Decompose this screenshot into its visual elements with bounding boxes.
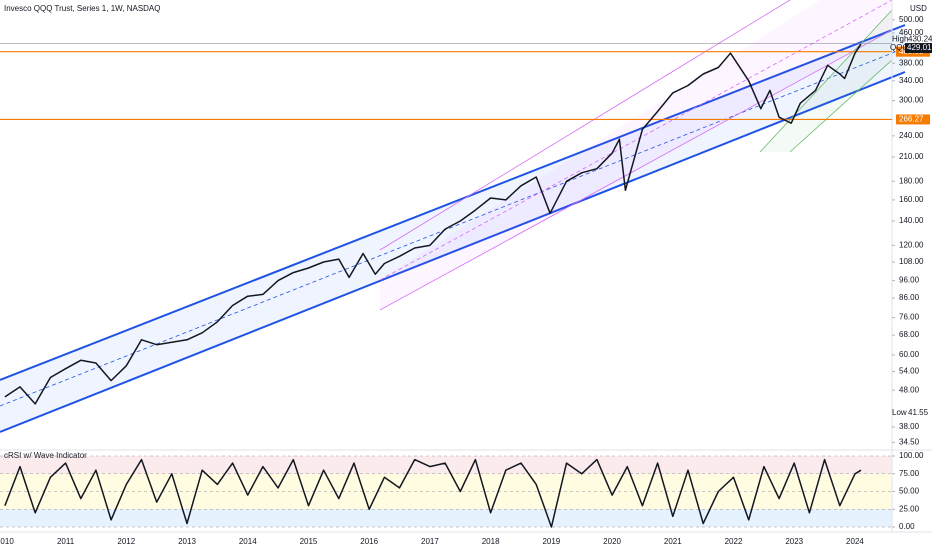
y-tick-label: 210.00: [899, 152, 924, 161]
y-tick-label: 240.00: [899, 131, 924, 140]
y-tick-label: 340.00: [899, 76, 924, 85]
x-tick-label: 2019: [542, 537, 560, 546]
currency: USD: [910, 4, 927, 13]
symbol-tag: QQQ: [890, 43, 909, 52]
y-tick-label: 86.00: [899, 293, 920, 302]
series-line: [4, 458, 862, 528]
high-value: 430.24: [908, 35, 932, 44]
series-line: [4, 43, 862, 405]
y-tick-label: 180.00: [899, 176, 924, 185]
x-tick-label: 2017: [421, 537, 439, 546]
y-tick-label: 460.00: [899, 28, 924, 37]
channel-mid: [0, 47, 906, 407]
y-tick-label: 34.50: [899, 437, 920, 446]
high-label: High: [892, 35, 908, 44]
y-tick-label: 120.00: [899, 240, 924, 249]
y-tick-label: 48.00: [899, 385, 920, 394]
x-tick-label: 2010: [0, 537, 14, 546]
x-tick-label: 2014: [239, 537, 257, 546]
y-tick-label: 68.00: [899, 330, 920, 339]
y-tick-label: 380.00: [899, 58, 924, 67]
x-tick-label: 2018: [482, 537, 500, 546]
x-tick-label: 2023: [785, 537, 803, 546]
y-tick-label: 50.00: [899, 487, 920, 496]
indicator-title: cRSI w/ Wave Indicator: [4, 451, 87, 460]
y-tick-label: 38.00: [899, 422, 920, 431]
y-tick-label: 25.00: [899, 504, 920, 513]
last-price: 429.01: [907, 43, 932, 52]
x-tick-label: 2011: [57, 537, 75, 546]
channel-upper: [0, 24, 906, 381]
level-tag: [896, 114, 930, 125]
x-tick-label: 2020: [603, 537, 621, 546]
chart-title: Invesco QQQ Trust, Series 1, 1W, NASDAQ: [4, 4, 161, 13]
last-price-tag: [905, 43, 932, 54]
low-label: Low: [892, 408, 907, 417]
low-value: 41.55: [908, 408, 929, 417]
y-tick-label: 108.00: [899, 257, 924, 266]
y-tick-label: 96.00: [899, 276, 920, 285]
green-line: [759, 9, 893, 153]
x-tick-label: 2022: [725, 537, 743, 546]
y-tick-label: 100.00: [899, 451, 924, 460]
y-tick-label: 300.00: [899, 96, 924, 105]
y-tick-label: 60.00: [899, 350, 920, 359]
pitch-line: [379, 29, 893, 311]
level-label: 266.27: [899, 115, 924, 124]
y-tick-label: 76.00: [899, 313, 920, 322]
y-tick-label: 160.00: [899, 195, 924, 204]
y-tick-label: 54.00: [899, 367, 920, 376]
os-band: [0, 509, 892, 527]
x-tick-label: 2024: [846, 537, 864, 546]
y-tick-label: 140.00: [899, 216, 924, 225]
x-tick-label: 2013: [178, 537, 196, 546]
pitch-line: [379, 0, 893, 281]
green-line: [789, 59, 893, 153]
y-tick-label: 500.00: [899, 15, 924, 24]
y-tick-label: 75.00: [899, 469, 920, 478]
channel-lower: [0, 71, 906, 433]
pitch-line: [379, 0, 791, 251]
channel-fill: [0, 25, 905, 432]
x-tick-label: 2015: [300, 537, 318, 546]
y-tick-label: 0.00: [899, 522, 915, 531]
x-tick-label: 2016: [360, 537, 378, 546]
x-tick-label: 2012: [117, 537, 135, 546]
x-tick-label: 2021: [664, 537, 682, 546]
